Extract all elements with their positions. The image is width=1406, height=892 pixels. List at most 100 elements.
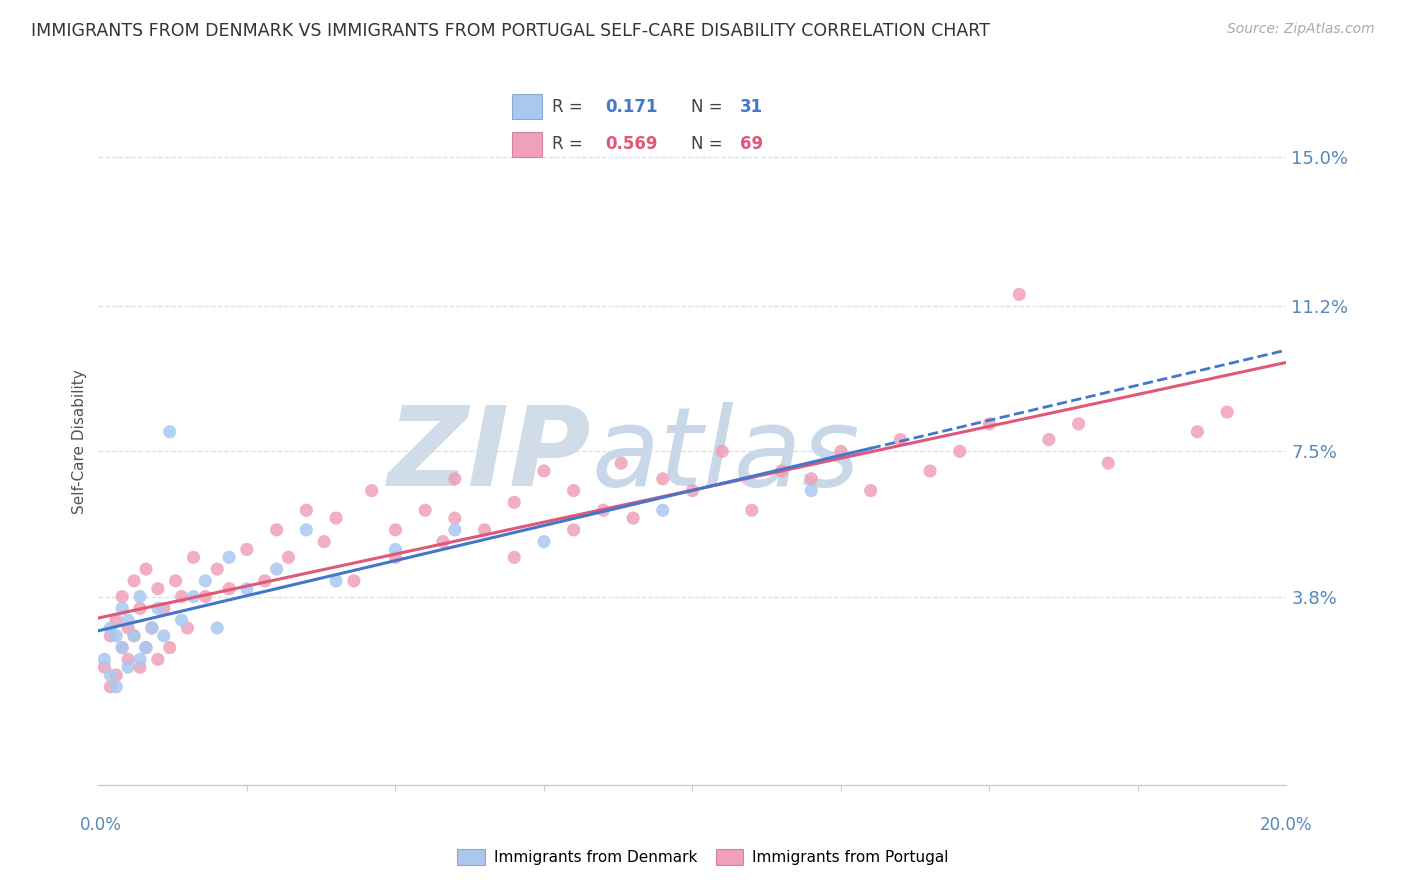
Point bbox=[141, 621, 163, 635]
Point bbox=[93, 660, 115, 674]
Point bbox=[562, 483, 585, 498]
Point bbox=[135, 640, 157, 655]
Point bbox=[159, 425, 181, 439]
Point bbox=[129, 652, 152, 666]
Point bbox=[384, 550, 406, 565]
Text: R =: R = bbox=[553, 97, 582, 116]
Point bbox=[651, 503, 673, 517]
Text: IMMIGRANTS FROM DENMARK VS IMMIGRANTS FROM PORTUGAL SELF-CARE DISABILITY CORRELA: IMMIGRANTS FROM DENMARK VS IMMIGRANTS FR… bbox=[31, 22, 990, 40]
Point bbox=[277, 550, 299, 565]
Point bbox=[146, 582, 169, 596]
Point bbox=[152, 629, 174, 643]
Text: 20.0%: 20.0% bbox=[1260, 816, 1313, 834]
Point bbox=[205, 621, 228, 635]
Point bbox=[218, 582, 240, 596]
Point bbox=[1187, 425, 1209, 439]
Point bbox=[183, 590, 205, 604]
Point bbox=[122, 629, 145, 643]
Point bbox=[1067, 417, 1090, 431]
Bar bbox=[512, 132, 543, 157]
Point bbox=[592, 503, 614, 517]
Point bbox=[170, 590, 193, 604]
Point bbox=[218, 550, 240, 565]
Point bbox=[830, 444, 852, 458]
Point bbox=[236, 542, 259, 557]
Point bbox=[533, 534, 555, 549]
Point bbox=[122, 629, 145, 643]
Point bbox=[1038, 433, 1060, 447]
Text: ZIP: ZIP bbox=[388, 401, 592, 508]
Point bbox=[183, 550, 205, 565]
Point bbox=[503, 550, 526, 565]
Point bbox=[711, 444, 734, 458]
Point bbox=[920, 464, 942, 478]
Point bbox=[111, 640, 134, 655]
Point bbox=[111, 601, 134, 615]
Point bbox=[651, 472, 673, 486]
Point bbox=[93, 652, 115, 666]
Point bbox=[170, 613, 193, 627]
Point bbox=[413, 503, 436, 517]
Point bbox=[159, 640, 181, 655]
Point bbox=[165, 574, 187, 588]
Point bbox=[129, 590, 152, 604]
Text: 0.171: 0.171 bbox=[605, 97, 658, 116]
Point bbox=[111, 640, 134, 655]
Point bbox=[384, 542, 406, 557]
Point bbox=[253, 574, 276, 588]
Point bbox=[533, 464, 555, 478]
Point bbox=[741, 503, 763, 517]
Point bbox=[443, 472, 465, 486]
Point bbox=[325, 511, 347, 525]
Point bbox=[979, 417, 1001, 431]
Point bbox=[98, 621, 121, 635]
Point bbox=[295, 503, 318, 517]
Point bbox=[236, 582, 259, 596]
Text: 69: 69 bbox=[741, 136, 763, 153]
Point bbox=[98, 629, 121, 643]
Point bbox=[205, 562, 228, 576]
Point bbox=[432, 534, 454, 549]
Point bbox=[360, 483, 382, 498]
Point bbox=[1008, 287, 1031, 301]
Bar bbox=[512, 95, 543, 120]
Point bbox=[117, 660, 139, 674]
Point bbox=[266, 562, 288, 576]
Text: 31: 31 bbox=[741, 97, 763, 116]
Point bbox=[117, 652, 139, 666]
Point bbox=[889, 433, 911, 447]
Point bbox=[800, 472, 823, 486]
Point bbox=[129, 660, 152, 674]
Point bbox=[152, 601, 174, 615]
Point bbox=[1097, 456, 1119, 470]
Point bbox=[770, 464, 793, 478]
Point bbox=[681, 483, 703, 498]
Point bbox=[859, 483, 882, 498]
Point bbox=[443, 511, 465, 525]
Point bbox=[129, 601, 152, 615]
Point bbox=[146, 601, 169, 615]
Point bbox=[384, 523, 406, 537]
Point bbox=[135, 640, 157, 655]
Point bbox=[98, 680, 121, 694]
Text: atlas: atlas bbox=[592, 401, 860, 508]
Text: N =: N = bbox=[690, 97, 723, 116]
Text: 0.0%: 0.0% bbox=[80, 816, 122, 834]
Point bbox=[111, 590, 134, 604]
Point bbox=[146, 652, 169, 666]
Point bbox=[621, 511, 644, 525]
Point bbox=[105, 629, 128, 643]
Point bbox=[266, 523, 288, 537]
Point bbox=[443, 523, 465, 537]
Point bbox=[194, 590, 217, 604]
Point bbox=[1216, 405, 1239, 419]
Text: 0.569: 0.569 bbox=[605, 136, 658, 153]
Point bbox=[949, 444, 972, 458]
Point bbox=[105, 680, 128, 694]
Point bbox=[117, 613, 139, 627]
Point bbox=[503, 495, 526, 509]
Point bbox=[610, 456, 633, 470]
Text: Source: ZipAtlas.com: Source: ZipAtlas.com bbox=[1227, 22, 1375, 37]
Point bbox=[141, 621, 163, 635]
Point bbox=[343, 574, 366, 588]
